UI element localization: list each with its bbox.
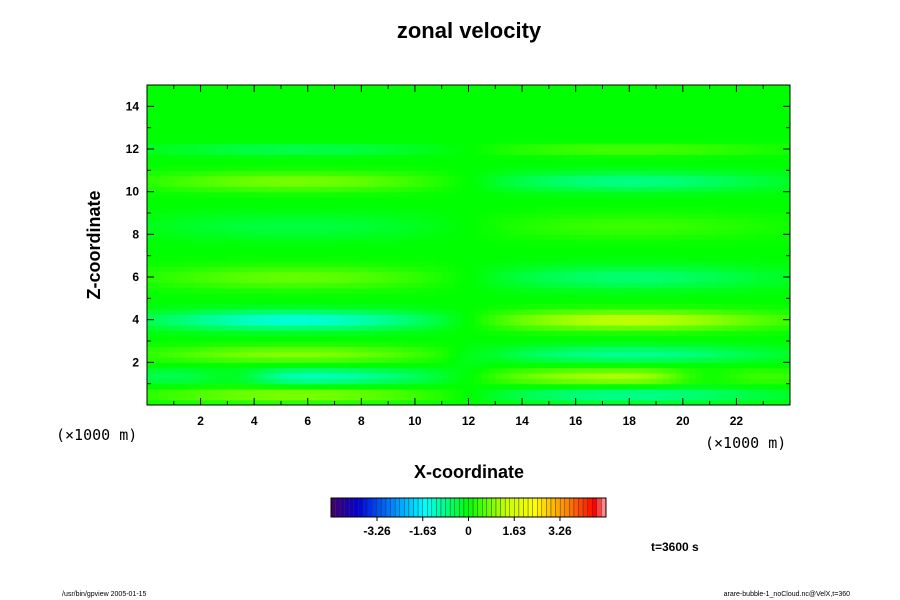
y-tick-label: 14 — [126, 99, 140, 113]
colorbar-tick-label: -1.63 — [409, 524, 437, 538]
colorbar-tick-label: 1.63 — [503, 524, 527, 538]
x-axis-ticks: 2 4 6 8 10 12 14 16 18 20 22 — [173, 85, 764, 428]
x-tick-label: 2 — [197, 414, 204, 428]
x-tick-label: 12 — [462, 414, 476, 428]
colorbar-ticks: -3.26 -1.63 0 1.63 3.26 — [363, 517, 572, 538]
x-tick-label: 4 — [251, 414, 258, 428]
x-tick-label: 14 — [515, 414, 529, 428]
x-unit-label-left: (×1000 m) — [56, 426, 137, 444]
x-tick-label: 18 — [623, 414, 637, 428]
footer-right: arare-bubble-1_noCloud.nc@VelX,t=360 — [724, 591, 850, 598]
time-label: t=3600 s — [651, 540, 699, 554]
x-tick-label: 16 — [569, 414, 583, 428]
chart-title: zonal velocity — [397, 18, 542, 43]
x-tick-label: 8 — [358, 414, 365, 428]
y-tick-label: 2 — [132, 355, 139, 369]
y-tick-label: 8 — [132, 227, 139, 241]
x-axis-label: X-coordinate — [414, 462, 524, 482]
y-tick-label: 12 — [126, 142, 140, 156]
footer-left: /usr/bin/gpview 2005-01-15 — [62, 591, 147, 598]
y-tick-label: 6 — [132, 270, 139, 284]
y-axis-label: Z-coordinate — [84, 190, 104, 299]
x-tick-label: 20 — [676, 414, 690, 428]
colorbar-tick-label: -3.26 — [363, 524, 391, 538]
y-tick-label: 10 — [126, 185, 140, 199]
colorbar — [330, 497, 607, 518]
colorbar-tick-label: 0 — [465, 524, 472, 538]
x-unit-label-right: (×1000 m) — [705, 434, 786, 452]
colorbar-tick-label: 3.26 — [548, 524, 572, 538]
y-tick-label: 4 — [132, 313, 139, 327]
x-tick-label: 10 — [408, 414, 422, 428]
x-tick-label: 22 — [730, 414, 744, 428]
x-tick-label: 6 — [304, 414, 311, 428]
y-axis-ticks: 2 4 6 8 10 12 14 — [126, 99, 790, 385]
plot-area — [147, 85, 790, 405]
